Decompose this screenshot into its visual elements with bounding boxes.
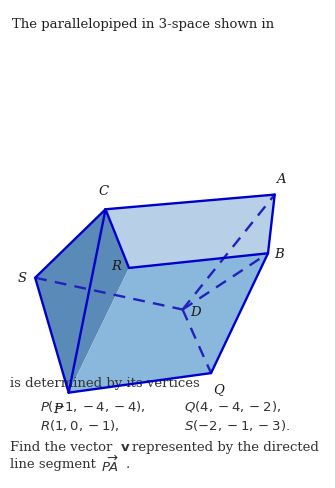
Text: Q: Q: [213, 383, 224, 395]
Text: D: D: [190, 306, 201, 319]
Text: represented by the directed: represented by the directed: [132, 440, 319, 453]
Text: C: C: [99, 185, 109, 198]
Polygon shape: [35, 210, 129, 393]
Text: S: S: [18, 272, 27, 285]
Text: P: P: [54, 402, 62, 415]
Text: B: B: [274, 247, 284, 260]
Text: $R(1, 0, -1),$: $R(1, 0, -1),$: [40, 417, 120, 432]
Text: $Q(4, -4, -2),$: $Q(4, -4, -2),$: [184, 399, 281, 413]
Text: $\mathbf{v}$: $\mathbf{v}$: [120, 440, 130, 453]
Text: .: .: [126, 457, 130, 470]
Text: R: R: [111, 260, 121, 272]
Text: The parallelopiped in 3-space shown in: The parallelopiped in 3-space shown in: [12, 18, 274, 31]
Text: A: A: [276, 173, 285, 186]
Text: $P(-1, -4, -4),$: $P(-1, -4, -4),$: [40, 399, 146, 413]
Text: $S(-2, -1, -3).$: $S(-2, -1, -3).$: [184, 417, 290, 432]
Polygon shape: [106, 195, 275, 268]
Text: Find the vector: Find the vector: [10, 440, 117, 453]
Polygon shape: [69, 254, 268, 393]
Text: is determined by its vertices: is determined by its vertices: [10, 377, 200, 389]
Text: $\overrightarrow{PA}$: $\overrightarrow{PA}$: [101, 453, 119, 474]
Text: line segment: line segment: [10, 457, 100, 470]
